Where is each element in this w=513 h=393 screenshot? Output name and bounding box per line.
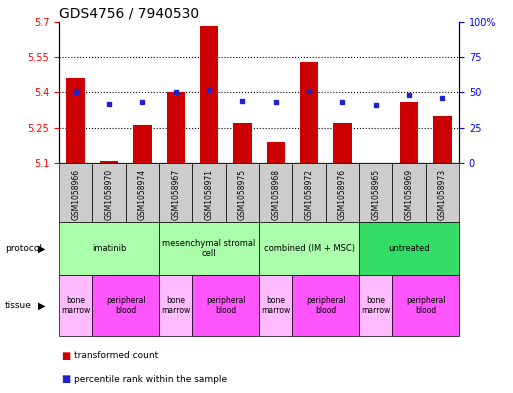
Text: percentile rank within the sample: percentile rank within the sample — [74, 375, 227, 384]
Text: peripheral
blood: peripheral blood — [206, 296, 246, 315]
Text: tissue: tissue — [5, 301, 32, 310]
Bar — [267, 142, 285, 163]
Bar — [300, 62, 318, 163]
Text: bone
marrow: bone marrow — [361, 296, 390, 315]
Text: GSM1058972: GSM1058972 — [305, 169, 313, 220]
Text: GSM1058976: GSM1058976 — [338, 169, 347, 220]
Text: GSM1058973: GSM1058973 — [438, 169, 447, 220]
Bar — [67, 78, 85, 163]
Text: peripheral
blood: peripheral blood — [306, 296, 346, 315]
Text: untreated: untreated — [388, 244, 430, 253]
Bar — [100, 161, 118, 163]
Bar — [233, 123, 251, 163]
Text: peripheral
blood: peripheral blood — [406, 296, 446, 315]
Text: GSM1058975: GSM1058975 — [238, 169, 247, 220]
Text: GSM1058968: GSM1058968 — [271, 169, 280, 220]
Text: GSM1058966: GSM1058966 — [71, 169, 80, 220]
Text: bone
marrow: bone marrow — [161, 296, 190, 315]
Bar — [400, 102, 418, 163]
Text: GSM1058974: GSM1058974 — [138, 169, 147, 220]
Text: peripheral
blood: peripheral blood — [106, 296, 146, 315]
Text: bone
marrow: bone marrow — [61, 296, 90, 315]
Text: imatinib: imatinib — [92, 244, 126, 253]
Text: GSM1058969: GSM1058969 — [405, 169, 413, 220]
Bar — [167, 92, 185, 163]
Text: mesenchymal stromal
cell: mesenchymal stromal cell — [162, 239, 256, 258]
Text: protocol: protocol — [5, 244, 42, 253]
Bar — [333, 123, 351, 163]
Text: GSM1058971: GSM1058971 — [205, 169, 213, 220]
Bar — [133, 125, 151, 163]
Text: bone
marrow: bone marrow — [261, 296, 290, 315]
Text: ■: ■ — [62, 351, 71, 361]
Text: transformed count: transformed count — [74, 351, 159, 360]
Text: GSM1058967: GSM1058967 — [171, 169, 180, 220]
Text: GSM1058970: GSM1058970 — [105, 169, 113, 220]
Text: ■: ■ — [62, 374, 71, 384]
Text: GSM1058965: GSM1058965 — [371, 169, 380, 220]
Bar — [433, 116, 451, 163]
Text: combined (IM + MSC): combined (IM + MSC) — [264, 244, 354, 253]
Bar — [200, 26, 218, 163]
Text: ▶: ▶ — [38, 301, 46, 310]
Text: GDS4756 / 7940530: GDS4756 / 7940530 — [59, 6, 199, 20]
Text: ▶: ▶ — [38, 244, 46, 253]
